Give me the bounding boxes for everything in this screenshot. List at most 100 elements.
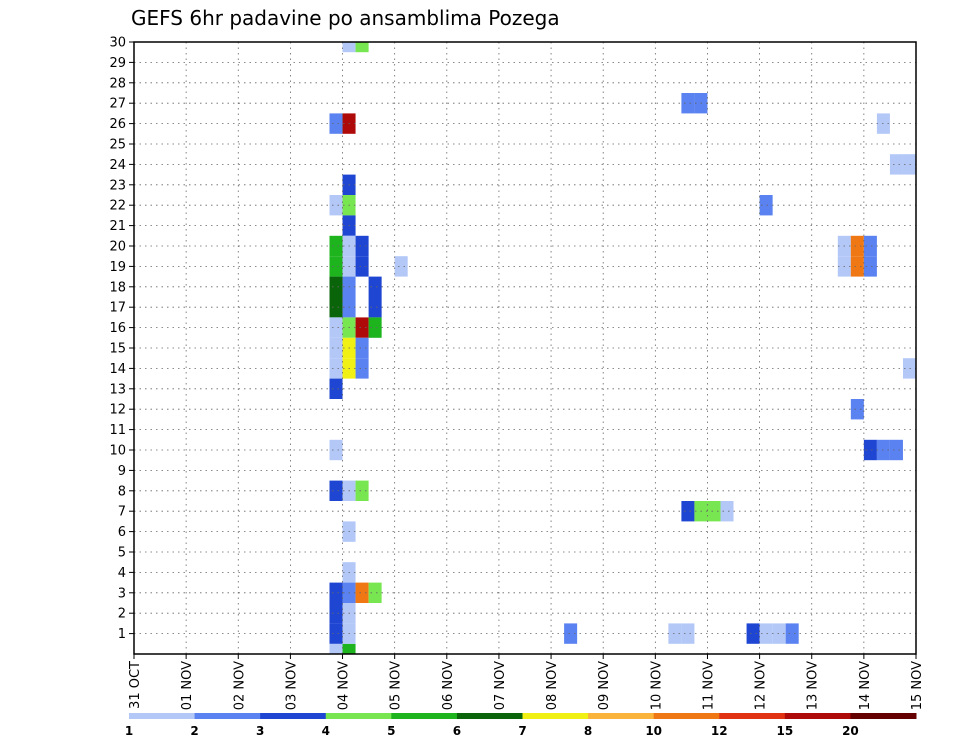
colorbar-swatch: [588, 713, 655, 719]
y-tick-label: 8: [118, 484, 126, 499]
heatmap-cell: [329, 337, 343, 359]
heatmap-cell: [329, 623, 343, 644]
x-tick-label: 08 NOV: [545, 661, 560, 710]
y-tick-label: 27: [109, 97, 126, 112]
heatmap-cell: [329, 643, 343, 654]
colorbar-label: 12: [711, 724, 728, 738]
heatmap-cell: [329, 439, 343, 461]
x-tick-label: 11 NOV: [701, 661, 716, 710]
y-tick-label: 4: [118, 566, 126, 581]
y-tick-label: 15: [109, 342, 126, 357]
y-tick-label: 11: [109, 423, 126, 438]
y-tick-label: 20: [109, 240, 126, 255]
heatmap-cell: [329, 480, 343, 501]
heatmap-cell: [329, 195, 343, 216]
colorbar-legend: 1 2 3 4 5 6 7 8 10 12 15 20: [125, 713, 917, 738]
heatmap-cell: [342, 42, 356, 53]
colorbar-label: 2: [190, 724, 198, 738]
heatmap-cell: [681, 501, 695, 522]
y-tick-label: 22: [109, 199, 126, 214]
colorbar-label: 6: [453, 724, 461, 738]
colorbar-swatch: [325, 713, 392, 719]
x-tick-label: 15 NOV: [910, 661, 925, 710]
colorbar-swatch: [850, 713, 917, 719]
heatmap-cell: [355, 480, 369, 501]
heatmap-cell: [355, 235, 369, 257]
y-tick-label: 18: [109, 280, 126, 295]
heatmap-cell: [329, 582, 343, 603]
colorbar-swatch: [391, 713, 458, 719]
colorbar-swatch: [522, 713, 589, 719]
heatmap-cell: [759, 195, 773, 216]
y-tick-label: 3: [118, 586, 126, 601]
colorbar-swatch: [653, 713, 720, 719]
heatmap-cell: [889, 439, 903, 461]
y-tick-label: 24: [109, 158, 126, 173]
y-tick-label: 9: [118, 464, 126, 479]
heatmap-cell: [902, 358, 916, 379]
y-tick-label: 17: [109, 301, 126, 316]
x-tick-label: 07 NOV: [493, 661, 508, 710]
heatmap-cell: [394, 256, 408, 277]
heatmap-cell: [863, 439, 877, 461]
x-tick-label: 09 NOV: [597, 661, 612, 710]
heatmap-cell: [850, 235, 864, 257]
colorbar-label: 5: [387, 724, 395, 738]
heatmap-cell: [681, 623, 695, 644]
heatmap-cell: [668, 623, 682, 644]
x-tick-label: 06 NOV: [441, 661, 456, 710]
y-tick-label: 13: [109, 382, 126, 397]
heatmap-cell: [368, 317, 382, 338]
heatmap-cell: [329, 113, 343, 134]
y-tick-label: 12: [109, 403, 126, 418]
y-tick-label: 6: [118, 525, 126, 540]
heatmap-cell: [329, 235, 343, 257]
heatmap-cell: [746, 623, 760, 644]
heatmap-cell: [863, 256, 877, 277]
x-axis: 31 OCT 01 NOV 02 NOV 03 NOV 04 NOV 05 NOV 06 N…: [128, 654, 925, 710]
heatmap-cell: [368, 297, 382, 318]
chart-title: GEFS 6hr padavine po ansamblima Pozega: [131, 6, 560, 30]
colorbar-label: 3: [256, 724, 264, 738]
y-tick-label: 16: [109, 321, 126, 336]
colorbar-swatch: [129, 713, 196, 719]
y-tick-label: 30: [109, 36, 126, 51]
y-tick-label: 19: [109, 260, 126, 275]
y-tick-label: 7: [118, 505, 126, 520]
heatmap-cell: [329, 378, 343, 399]
heatmap-cell: [720, 501, 734, 522]
y-tick-label: 14: [109, 362, 126, 377]
y-tick-label: 25: [109, 138, 126, 153]
x-tick-label: 10 NOV: [649, 661, 664, 710]
heatmap-cell: [355, 42, 369, 53]
heatmap-cell: [707, 501, 721, 522]
colorbar-swatch: [194, 713, 261, 719]
heatmap-cell: [355, 337, 369, 359]
heatmap-cell: [355, 582, 369, 603]
heatmap-cell: [772, 623, 786, 644]
colorbar-label: 1: [125, 724, 133, 738]
heatmap-cell: [329, 297, 343, 318]
colorbar-swatch: [456, 713, 523, 719]
y-tick-label: 29: [109, 56, 126, 71]
y-tick-label: 26: [109, 117, 126, 132]
x-tick-label: 31 OCT: [128, 661, 143, 709]
heatmap-cell: [759, 623, 773, 644]
heatmap-cell: [850, 256, 864, 277]
colorbar-label: 15: [776, 724, 793, 738]
heatmap-cell: [863, 235, 877, 257]
heatmap-cell: [785, 623, 799, 644]
colorbar-swatch: [260, 713, 327, 719]
y-tick-label: 5: [118, 546, 126, 561]
heatmap-cell: [889, 154, 903, 175]
heatmap-cell: [329, 317, 343, 338]
y-tick-label: 23: [109, 178, 126, 193]
heatmap-cell: [329, 276, 343, 297]
y-tick-label: 21: [109, 219, 126, 234]
y-tick-label: 10: [109, 444, 126, 459]
heatmap-cell: [355, 317, 369, 338]
x-tick-label: 13 NOV: [806, 661, 821, 710]
heatmap-cell: [368, 276, 382, 297]
colorbar-swatch: [784, 713, 851, 719]
x-tick-label: 05 NOV: [389, 661, 404, 710]
